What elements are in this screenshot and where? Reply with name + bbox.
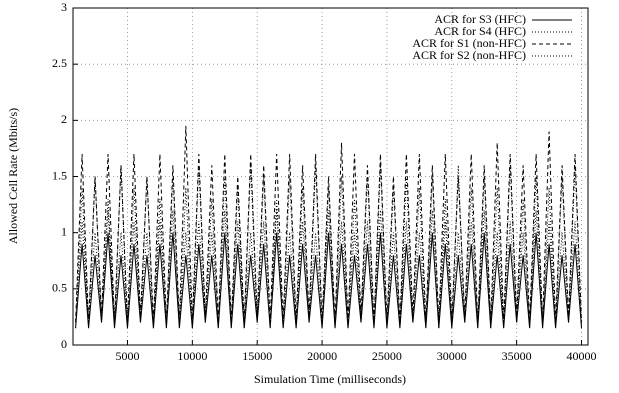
y-tick-label: 1.5 — [52, 168, 67, 182]
y-tick-label: 0 — [61, 337, 67, 351]
y-tick-label: 2.5 — [52, 56, 67, 70]
y-tick-label: 1 — [61, 224, 67, 238]
x-tick-label: 25000 — [372, 349, 402, 363]
x-tick-label: 30000 — [437, 349, 467, 363]
series-line — [75, 232, 583, 329]
x-tick-label: 5000 — [115, 349, 139, 363]
y-tick-label: 3 — [61, 0, 67, 14]
x-tick-label: 20000 — [307, 349, 337, 363]
x-tick-label: 10000 — [177, 349, 207, 363]
legend-label: ACR for S3 (HFC) — [434, 12, 526, 26]
y-axis-label: Allowed Cell Rate (Mbits/s) — [6, 108, 20, 244]
y-tick-label: 2 — [61, 112, 67, 126]
plot-frame — [72, 7, 589, 346]
legend-label: ACR for S2 (non-HFC) — [412, 48, 526, 62]
series-line — [75, 210, 583, 323]
x-tick-label: 35000 — [502, 349, 532, 363]
y-tick-label: 0.5 — [52, 281, 67, 295]
x-axis-label: Simulation Time (milliseconds) — [254, 372, 406, 386]
series-line — [75, 125, 583, 323]
x-tick-label: 40000 — [567, 349, 597, 363]
legend-label: ACR for S4 (HFC) — [434, 24, 526, 38]
x-tick-label: 15000 — [242, 349, 272, 363]
legend-label: ACR for S1 (non-HFC) — [412, 36, 526, 50]
